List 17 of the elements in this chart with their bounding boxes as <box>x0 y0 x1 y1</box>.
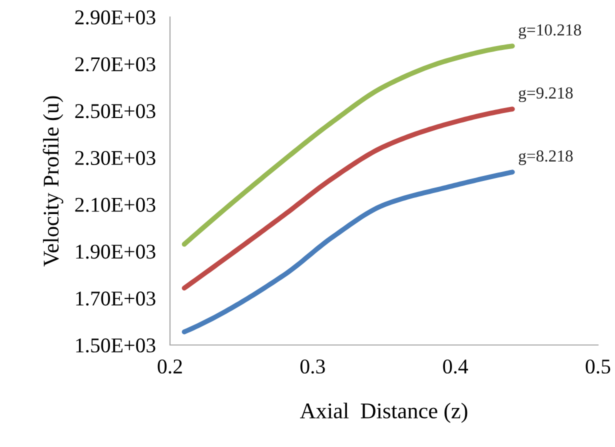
x-tick-label: 0.5 <box>586 359 610 374</box>
y-tick-label: 1.70E+03 <box>76 292 156 306</box>
y-tick-label: 2.90E+03 <box>75 10 156 25</box>
y-tick-label: 2.30E+03 <box>75 150 156 166</box>
y-axis-title: Velocity Profile (u) <box>42 96 64 267</box>
x-tick-label: 0.3 <box>300 359 325 374</box>
y-tick-label: 1.90E+03 <box>76 244 156 259</box>
y-tick-label: 2.70E+03 <box>75 57 156 72</box>
x-tick-label: 0.4 <box>443 359 468 374</box>
y-tick-label: 2.10E+03 <box>75 198 156 212</box>
series-label: g=10.218 <box>518 24 582 40</box>
x-tick-label: 0.2 <box>158 359 182 374</box>
y-tick-label: 1.50E+03 <box>76 338 156 353</box>
series-label: g=8.218 <box>518 150 573 166</box>
y-tick-label: 2.50E+03 <box>75 104 156 118</box>
series-label: g=9.218 <box>518 87 573 102</box>
x-axis-title: Axial Distance (z) <box>300 402 468 423</box>
